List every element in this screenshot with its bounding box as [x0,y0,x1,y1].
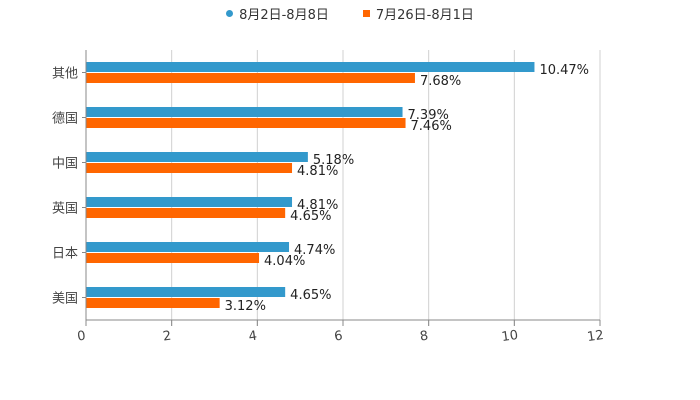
labels: 其他 10.47%7.68%德国 7.39%7.46%中国 5.18%4.81%英国 4… [52,63,589,314]
legend-label-series-2: 7月26日-8月1日 [375,7,474,23]
bar-series-2[interactable] [86,253,260,263]
bar-series-2[interactable] [86,163,293,173]
data-label: 10.47% [539,63,589,78]
data-label: 7.39% [408,108,449,123]
y-category-label: 德国 [52,112,78,127]
legend-marker-series-2 [362,9,370,17]
data-label: 4.04% [264,254,305,269]
y-category-label: 美国 [52,292,78,307]
bar-series-1[interactable] [86,287,286,297]
data-label: 4.81% [297,164,338,179]
legend-label-series-1: 8月2日-8月8日 [239,7,329,23]
x-tick-label: 6 [333,329,343,345]
data-label: 7.68% [420,74,461,89]
x-tick-label: 0 [76,329,86,345]
bar-series-1[interactable] [86,62,535,72]
bar-series-1[interactable] [86,242,290,252]
data-label: 4.65% [290,209,331,224]
bars [86,62,535,308]
axes: 0 2 4 6 8 10 12 [76,50,605,345]
y-category-label: 其他 [52,67,78,82]
legend: 8月2日-8月8日 7月26日-8月1日 [0,4,700,23]
legend-item-series-2[interactable]: 7月26日-8月1日 [362,4,474,23]
data-label: 7.46% [411,119,452,134]
y-category-label: 日本 [52,247,78,262]
x-tick-label: 4 [248,329,258,345]
grid-lines [171,50,601,326]
data-label: 3.12% [225,299,266,314]
x-tick-label: 12 [586,328,604,345]
data-label: 4.81% [297,198,338,213]
data-label: 4.65% [290,288,331,303]
legend-item-series-1[interactable]: 8月2日-8月8日 [226,4,329,23]
x-tick-label: 8 [419,329,429,345]
y-category-label: 中国 [52,157,78,172]
bar-series-1[interactable] [86,152,308,162]
bar-series-2[interactable] [86,208,286,218]
x-tick-label: 10 [501,328,519,345]
bar-series-1[interactable] [86,197,293,207]
bar-series-1[interactable] [86,107,403,117]
x-tick-label: 2 [162,329,172,345]
y-category-label: 英国 [52,202,78,217]
bar-series-2[interactable] [86,118,406,128]
bar-series-2[interactable] [86,298,220,308]
data-label: 5.18% [313,153,354,168]
legend-marker-series-1 [226,9,234,17]
data-label: 4.74% [294,243,335,258]
bar-series-2[interactable] [86,73,415,83]
